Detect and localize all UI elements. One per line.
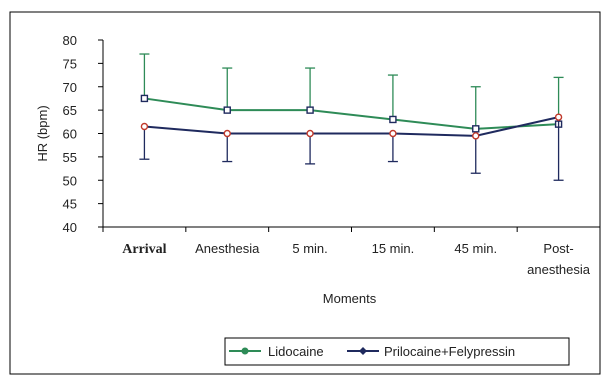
y-tick-label: 80 (63, 33, 77, 48)
x-tick-label: Arrival (122, 242, 166, 257)
y-tick-label: 70 (63, 80, 77, 95)
y-tick-label: 75 (63, 56, 77, 71)
x-tick-label-line: 15 min. (372, 241, 415, 256)
x-tick-label: 45 min. (454, 241, 497, 256)
x-tick-label-line: Anesthesia (195, 241, 260, 256)
x-tick-label-line: 5 min. (292, 241, 327, 256)
y-tick-label: 40 (63, 220, 77, 235)
y-tick-label: 65 (63, 103, 77, 118)
y-tick-label: 45 (63, 197, 77, 212)
x-tick-label: Post-anesthesia (527, 241, 591, 277)
data-point (472, 132, 480, 140)
legend-label: Prilocaine+Felypressin (384, 344, 515, 359)
x-tick-label: Anesthesia (195, 241, 260, 256)
data-point (554, 113, 563, 121)
y-ticks: 40 45 50 55 60 65 70 75 80 (63, 33, 103, 235)
x-tick-label-line: anesthesia (527, 262, 591, 277)
chart-border (9, 11, 601, 375)
y-tick-label: 60 (63, 127, 77, 142)
data-point (472, 125, 480, 133)
x-categories: Arrival Anesthesia 5 min. 15 min. 45 min. Pos… (102, 227, 601, 277)
x-tick-label: 15 min. (372, 241, 415, 256)
legend-box (224, 337, 570, 366)
data-point (223, 106, 231, 114)
data-point (140, 94, 149, 103)
data-point (389, 129, 397, 138)
data-point (223, 129, 231, 138)
data-point (306, 129, 314, 138)
x-tick-label: 5 min. (292, 241, 327, 256)
y-tick-label: 55 (63, 150, 77, 165)
series-line (144, 116, 559, 137)
y-tick-label: 50 (63, 173, 77, 188)
data-point (306, 106, 314, 114)
legend-label: Lidocaine (268, 344, 324, 359)
series-line (144, 97, 559, 130)
y-axis-title: HR (bpm) (35, 105, 50, 161)
x-tick-label-line: 45 min. (454, 241, 497, 256)
data-point (140, 122, 149, 131)
series-layer (139, 53, 564, 181)
x-tick-label-line: Post- (543, 241, 573, 256)
legend-swatch-marker (241, 347, 249, 355)
series-1 (139, 53, 564, 133)
data-point (389, 115, 397, 124)
legend-swatch-marker (359, 347, 367, 355)
series-2 (139, 113, 564, 181)
x-axis-title: Moments (323, 291, 377, 306)
legend: Lidocaine Prilocaine+Felypressin (224, 337, 570, 366)
x-tick-label-line: Arrival (122, 242, 166, 257)
